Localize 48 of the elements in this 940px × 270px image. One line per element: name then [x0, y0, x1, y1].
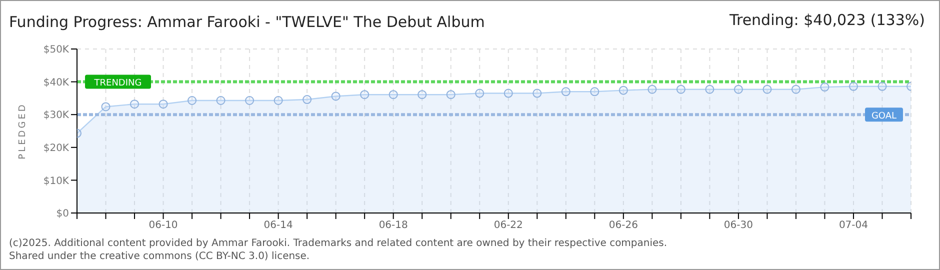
point [360, 90, 370, 100]
ref-line-label: GOAL [871, 112, 897, 122]
point [130, 100, 140, 109]
point [532, 88, 542, 98]
point [418, 90, 427, 100]
y-tick-label: $30K [43, 110, 70, 122]
point [618, 86, 628, 95]
point [504, 88, 513, 98]
point [331, 92, 340, 101]
point [848, 82, 858, 91]
point [791, 84, 800, 94]
y-tick-label: $40K [43, 77, 70, 88]
y-tick-label: $10K [43, 176, 70, 187]
text: (c)2025. Additional content provided by Ammar Farooki. Trademarks and related content are owned by their respective companies. [9, 237, 668, 250]
x-tick-label: 06-26 [608, 220, 638, 232]
point [188, 96, 197, 105]
y-axis-title: PLEDGED [18, 102, 28, 160]
point [705, 84, 714, 94]
x-tick-label: 06-14 [264, 220, 293, 232]
point [734, 84, 743, 94]
point [446, 90, 456, 100]
y-tick-label: $50K [43, 44, 70, 56]
point [245, 96, 254, 105]
point [101, 102, 110, 112]
chart-subtitle: Trending: $40,023 (133%) [730, 11, 925, 29]
x-tick-label: 06-18 [378, 220, 408, 232]
point [590, 87, 600, 96]
chart-title: Funding Progress: Ammar Farooki - "TWELVE" The Debut Album [9, 13, 485, 31]
text: Shared under the creative commons (CC BY-NC 3.0) license. [9, 250, 311, 263]
point [648, 84, 657, 94]
y-tick-label: $0 [56, 208, 69, 220]
y-tick-label: $20K [43, 142, 70, 154]
point [475, 88, 484, 98]
ref-line-label: TRENDING [93, 78, 142, 89]
point [561, 87, 570, 96]
x-tick-label: 06-30 [724, 220, 753, 232]
point [216, 96, 226, 105]
point [388, 90, 398, 100]
x-tick-label: 06-10 [148, 220, 178, 232]
point [762, 84, 772, 94]
point [158, 100, 168, 109]
point [878, 82, 887, 91]
x-tick-label: 07-04 [838, 220, 868, 232]
point [274, 96, 283, 105]
point [302, 95, 312, 104]
point [820, 82, 830, 92]
point [676, 84, 686, 94]
x-tick-label: 06-22 [494, 220, 523, 232]
